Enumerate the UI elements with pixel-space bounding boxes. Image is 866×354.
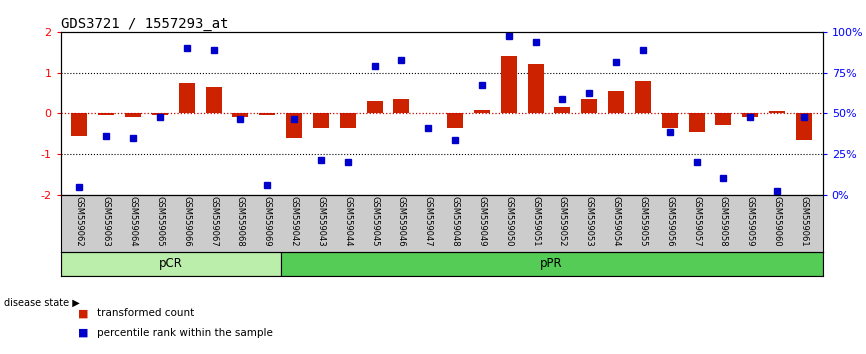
Bar bbox=[178, 83, 195, 113]
Bar bbox=[688, 113, 705, 132]
Bar bbox=[125, 113, 141, 116]
Bar bbox=[366, 101, 383, 113]
Text: GSM559048: GSM559048 bbox=[450, 196, 460, 247]
Bar bbox=[527, 64, 544, 113]
Text: GSM559060: GSM559060 bbox=[772, 196, 782, 247]
Bar bbox=[71, 113, 87, 136]
Text: GSM559051: GSM559051 bbox=[531, 196, 540, 247]
Bar bbox=[554, 107, 571, 113]
Bar bbox=[742, 113, 759, 118]
Text: GSM559044: GSM559044 bbox=[343, 196, 352, 247]
Bar bbox=[205, 87, 222, 113]
Text: pCR: pCR bbox=[158, 257, 183, 270]
Text: GSM559043: GSM559043 bbox=[316, 196, 326, 247]
Text: GSM559066: GSM559066 bbox=[182, 196, 191, 247]
Text: GSM559046: GSM559046 bbox=[397, 196, 406, 247]
Text: GSM559062: GSM559062 bbox=[74, 196, 84, 247]
Text: GSM559064: GSM559064 bbox=[128, 196, 138, 247]
Bar bbox=[796, 113, 812, 140]
Text: GSM559052: GSM559052 bbox=[558, 196, 567, 247]
Bar bbox=[608, 91, 624, 113]
Bar bbox=[474, 110, 490, 113]
Bar bbox=[635, 81, 651, 113]
Bar bbox=[232, 113, 249, 116]
Bar bbox=[393, 99, 410, 113]
Bar bbox=[152, 113, 168, 115]
Text: transformed count: transformed count bbox=[97, 308, 194, 318]
Bar bbox=[715, 113, 732, 126]
Bar bbox=[662, 113, 678, 127]
Bar bbox=[313, 113, 329, 127]
Text: GSM559067: GSM559067 bbox=[209, 196, 218, 247]
Text: GSM559065: GSM559065 bbox=[155, 196, 165, 247]
Text: GSM559057: GSM559057 bbox=[692, 196, 701, 247]
Text: GSM559047: GSM559047 bbox=[423, 196, 433, 247]
Bar bbox=[281, 252, 823, 276]
Bar bbox=[259, 113, 275, 115]
Text: GSM559054: GSM559054 bbox=[611, 196, 621, 247]
Text: GSM559050: GSM559050 bbox=[504, 196, 514, 247]
Bar bbox=[61, 252, 281, 276]
Bar bbox=[581, 99, 598, 113]
Bar bbox=[447, 113, 463, 127]
Bar bbox=[501, 56, 517, 113]
Text: ■: ■ bbox=[78, 328, 88, 338]
Text: GDS3721 / 1557293_at: GDS3721 / 1557293_at bbox=[61, 17, 228, 31]
Text: GSM559042: GSM559042 bbox=[289, 196, 299, 247]
Text: GSM559056: GSM559056 bbox=[665, 196, 675, 247]
Text: GSM559045: GSM559045 bbox=[370, 196, 379, 247]
Text: GSM559069: GSM559069 bbox=[262, 196, 272, 247]
Bar bbox=[98, 113, 114, 115]
Text: GSM559061: GSM559061 bbox=[799, 196, 809, 247]
Text: GSM559059: GSM559059 bbox=[746, 196, 755, 247]
Text: GSM559053: GSM559053 bbox=[585, 196, 594, 247]
Text: disease state ▶: disease state ▶ bbox=[4, 298, 80, 308]
Text: GSM559058: GSM559058 bbox=[719, 196, 728, 247]
Bar bbox=[286, 113, 302, 138]
Bar bbox=[339, 113, 356, 127]
Text: GSM559049: GSM559049 bbox=[477, 196, 487, 247]
Text: GSM559068: GSM559068 bbox=[236, 196, 245, 247]
Text: pPR: pPR bbox=[540, 257, 563, 270]
Text: GSM559055: GSM559055 bbox=[638, 196, 648, 247]
Text: percentile rank within the sample: percentile rank within the sample bbox=[97, 328, 273, 338]
Bar bbox=[769, 111, 785, 113]
Text: GSM559063: GSM559063 bbox=[101, 196, 111, 247]
Text: ■: ■ bbox=[78, 308, 88, 318]
